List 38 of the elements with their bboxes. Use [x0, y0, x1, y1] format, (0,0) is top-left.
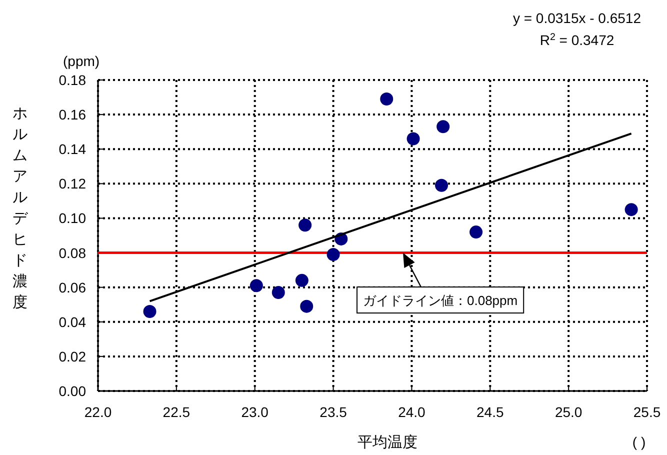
- point: [298, 218, 312, 232]
- point: [300, 300, 314, 313]
- y-tick-label: 0.08: [58, 244, 86, 261]
- text: R$^{2}$ = 0.3472: [540, 32, 614, 48]
- y-tick-label: 0.00: [58, 383, 86, 399]
- x-tick-label: 25.5: [633, 404, 661, 420]
- point: [435, 178, 448, 192]
- y-tick-label: 0.18: [58, 72, 86, 88]
- text: ( ): [632, 434, 646, 450]
- point: [436, 120, 450, 134]
- point: [326, 248, 340, 262]
- x-axis-title: 平均温度: [358, 434, 418, 451]
- x-tick-label: 22.0: [84, 404, 112, 420]
- text: ホルムアルデヒド濃度: [12, 105, 28, 311]
- y-tick-label: 0.02: [58, 348, 86, 364]
- x-tick-label: 22.5: [162, 404, 190, 420]
- point: [470, 226, 483, 239]
- point: [406, 132, 420, 146]
- text: y = 0.0315x - 0.6512: [512, 10, 642, 26]
- y-tick-label: 0.12: [58, 176, 86, 192]
- point: [272, 286, 285, 300]
- point: [624, 203, 638, 216]
- y-tick-label: 0.06: [58, 279, 86, 296]
- y-tick-label: 0.10: [58, 210, 86, 226]
- x-tick-label: 24.5: [476, 404, 504, 420]
- x-tick-label: 23.5: [320, 404, 348, 420]
- annotation: ガイドライン値：0.08ppm: [363, 293, 518, 308]
- text: (ppm): [63, 53, 100, 69]
- y-tick-label: 0.04: [58, 314, 86, 330]
- y-tick-label: 0.14: [58, 141, 86, 158]
- x-tick-label: 25.0: [554, 404, 582, 420]
- y-tick-label: 0.16: [58, 106, 86, 123]
- point: [143, 305, 156, 318]
- point: [250, 279, 263, 292]
- point: [380, 92, 394, 106]
- x-tick-label: 24.0: [398, 404, 426, 420]
- x-tick-label: 23.0: [241, 404, 269, 420]
- point: [295, 274, 308, 287]
